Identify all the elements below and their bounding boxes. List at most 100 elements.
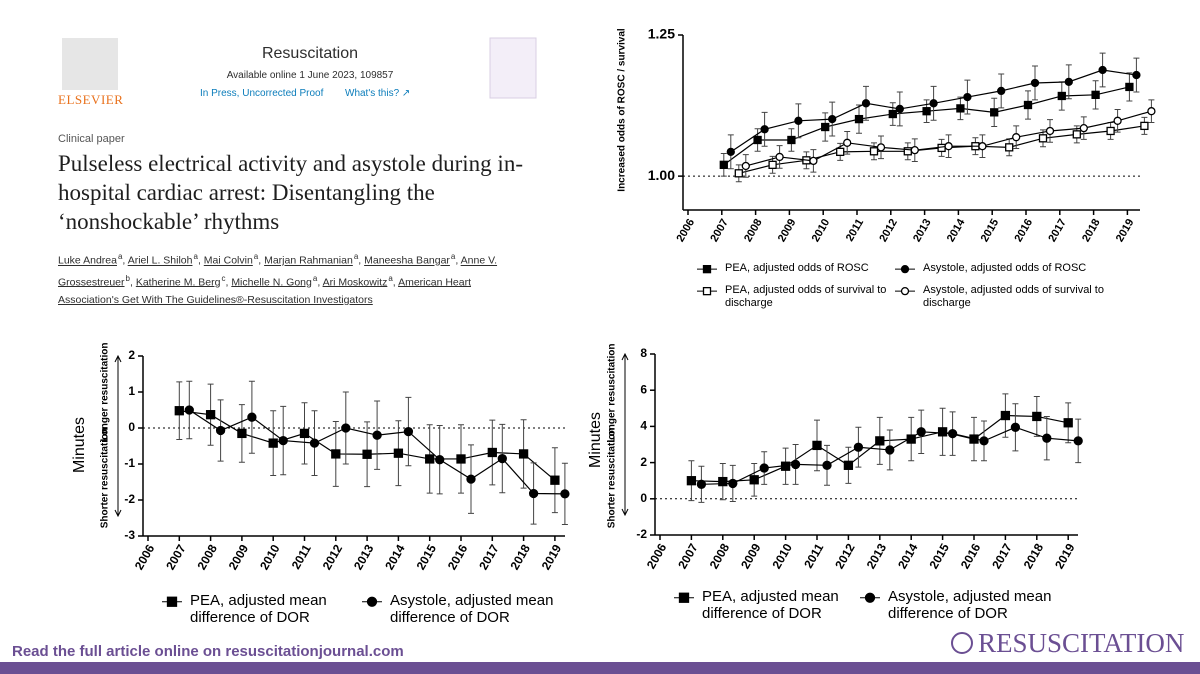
y-tick-label: 2 (640, 455, 647, 469)
point (1106, 126, 1115, 136)
point (456, 454, 466, 464)
point (1057, 91, 1066, 101)
x-tick-label: 2017 (989, 541, 1015, 571)
point (1125, 82, 1134, 92)
x-tick-label: 2011 (844, 217, 866, 244)
author-aff: a (388, 273, 393, 283)
point (836, 147, 845, 157)
x-tick-label: 2006 (132, 542, 158, 572)
point (944, 142, 953, 151)
point (331, 449, 341, 459)
point (853, 442, 864, 452)
y-tick-label: -2 (124, 492, 135, 506)
point (979, 436, 989, 446)
legend-label: Asystole, adjusted odds of ROSC (923, 262, 1087, 274)
x-tick-label: 2011 (289, 542, 314, 572)
logo-icon (951, 632, 973, 654)
legend-label: PEA, adjusted mean difference of DOR (702, 588, 839, 622)
x-tick-label: 2012 (320, 542, 346, 572)
point (1000, 410, 1011, 421)
x-tick-label: 2016 (1012, 217, 1035, 244)
x-tick-label: 2010 (769, 541, 795, 571)
x-tick-label: 2019 (1114, 217, 1137, 244)
whats-this[interactable]: What's this? ↗ (345, 88, 411, 99)
x-tick-label: 2018 (507, 542, 533, 572)
x-tick-label: 2007 (675, 541, 701, 571)
author-aff: c (221, 273, 226, 283)
point (435, 455, 445, 465)
point (768, 160, 777, 169)
point (1010, 422, 1021, 432)
author-name: Anne V. Grossestreuer (58, 254, 498, 289)
point (990, 108, 999, 117)
x-tick-label: 2014 (945, 216, 968, 244)
point (1005, 143, 1014, 152)
point (843, 460, 854, 470)
legend-marker (900, 286, 910, 296)
x-tick-label: 2014 (895, 541, 921, 571)
y-tick-label: 0 (128, 420, 135, 434)
point (1063, 418, 1073, 428)
x-tick-label: 2017 (1046, 217, 1069, 244)
x-tick-label: 2007 (163, 542, 189, 572)
x-tick-label: 2018 (1021, 541, 1047, 571)
point (1079, 123, 1088, 133)
y-axis-title: Minutes (587, 412, 604, 468)
x-tick-label: 2019 (1052, 541, 1078, 571)
point (861, 99, 871, 108)
chart: 1.00 1.25 2006 2007 2008 2009 2010 2011 2012 2013… (617, 26, 1156, 296)
author-aff: b (125, 273, 130, 283)
point (528, 488, 539, 499)
point (929, 99, 938, 108)
point (875, 436, 885, 446)
arrow-up (114, 354, 122, 442)
publisher: ELSEVIER (58, 92, 124, 107)
point (843, 138, 852, 147)
point (560, 489, 570, 499)
x-tick-label: 2019 (539, 542, 565, 572)
point (794, 116, 803, 125)
y-axis-title: Increased odds of ROSC / survival (617, 28, 628, 192)
point (869, 147, 879, 156)
x-tick-label: 2015 (414, 542, 440, 572)
footer-logo: RESUSCITATION (978, 628, 1185, 658)
x-tick-label: 2012 (832, 541, 858, 571)
annotation: Longer resuscitation (607, 344, 618, 443)
x-tick-label: 2017 (476, 542, 502, 572)
point (759, 463, 769, 473)
x-tick-label: 2010 (810, 217, 833, 244)
y-tick-label: -3 (124, 528, 135, 542)
x-tick-label: 2009 (226, 542, 252, 572)
x-tick-label: 2013 (864, 541, 890, 571)
point (888, 109, 897, 119)
point (916, 427, 926, 437)
point (278, 435, 288, 446)
legend-marker (366, 596, 378, 607)
point (1032, 411, 1042, 422)
point (718, 476, 728, 487)
x-tick-label: 2010 (257, 542, 283, 572)
x-tick-label: 2013 (911, 217, 934, 244)
x-tick-label: 2008 (707, 541, 733, 571)
author-aff: a (312, 273, 318, 283)
legend-marker (678, 592, 690, 603)
arrow-down (621, 428, 629, 517)
point (895, 104, 904, 114)
point (425, 454, 435, 464)
y-tick-label: 8 (640, 346, 647, 360)
annotation: Shorter resuscitation (607, 428, 618, 529)
point (876, 143, 886, 152)
author-name: Ariel L. Shiloh (127, 254, 193, 267)
point (828, 114, 837, 124)
author-name: Ari Moskowitz (322, 276, 388, 288)
legend-label: Asystole, adjusted mean difference of DO… (390, 592, 554, 626)
point (1045, 126, 1055, 136)
point (728, 478, 738, 489)
point (790, 459, 801, 470)
point (760, 125, 769, 134)
point (997, 86, 1006, 96)
journal-cover (489, 37, 537, 99)
